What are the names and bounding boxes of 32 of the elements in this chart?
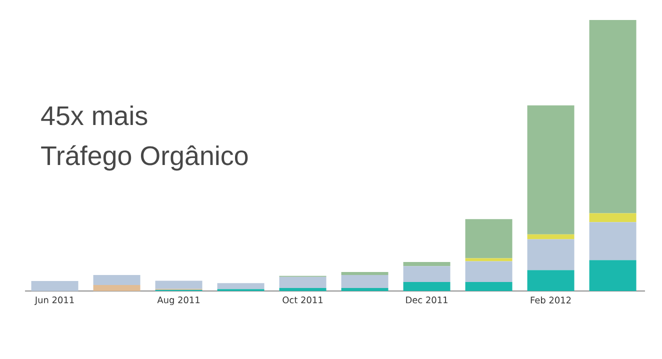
bar: [589, 213, 636, 222]
x-tick-label: Oct 2011: [282, 296, 323, 304]
bar: [527, 239, 574, 270]
bar: [155, 280, 202, 289]
bar: [465, 219, 512, 258]
bar: [403, 262, 450, 266]
bar: [465, 261, 512, 282]
bar: [403, 282, 450, 291]
bar: [589, 260, 636, 291]
bar: [527, 234, 574, 240]
text: Tráfego Orgânico: [41, 145, 248, 171]
bar: [93, 285, 140, 291]
bar: [527, 105, 574, 234]
bar: [341, 288, 388, 291]
bar: [465, 258, 512, 262]
bar: [403, 266, 450, 282]
bar: [589, 20, 636, 214]
bar: [217, 283, 264, 290]
bar: [279, 276, 326, 288]
x-tick-label: Dec 2011: [406, 296, 448, 304]
x-tick-label: Aug 2011: [157, 296, 200, 306]
bar: [527, 270, 574, 291]
bar: [589, 222, 636, 260]
bar: [465, 282, 512, 291]
bar: [93, 275, 140, 286]
bar: [31, 280, 78, 291]
bar: [279, 288, 326, 291]
x-tick-label: Feb 2012: [530, 296, 571, 304]
bar: [341, 272, 388, 276]
text: 45x mais: [41, 106, 148, 126]
bar: [341, 275, 388, 288]
x-tick-label: Jun 2011: [34, 296, 74, 305]
